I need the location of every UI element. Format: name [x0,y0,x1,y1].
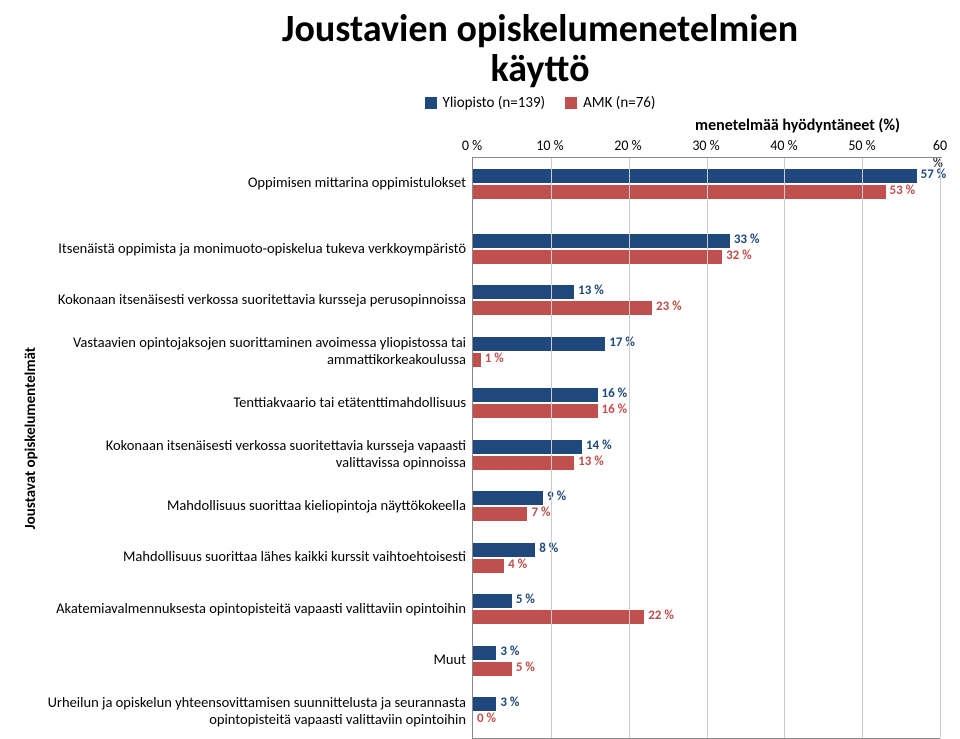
gridline [629,158,630,738]
category-label-text: Oppimisen mittarina oppimistulokset [248,174,466,191]
bar-value-label: 14 % [586,438,612,453]
y-axis-label: Joustavat opiskelumentelmät [20,347,42,529]
bar [473,185,886,199]
category-label-text: Tenttiakvaario tai etätenttimahdollisuus [233,394,466,411]
bar-value-label: 33 % [734,232,760,247]
gridline [784,158,785,738]
bar-value-label: 57 % [921,167,947,182]
category-label: Akatemiavalmennuksesta opintopisteitä va… [42,590,466,626]
bar [473,594,512,608]
bar [473,646,496,660]
bar [473,285,574,299]
gridline [940,158,941,738]
category-label-text: Kokonaan itsenäisesti verkossa suoritett… [42,437,466,470]
bar-value-label: 3 % [500,644,519,659]
legend-swatch [565,97,577,109]
category-label-text: Kokonaan itsenäisesti verkossa suoritett… [58,291,466,308]
bar-value-label: 0 % [477,711,496,726]
bar [473,250,722,264]
legend-label: Yliopisto (n=139) [443,94,546,112]
bar [473,404,598,418]
bar-value-label: 4 % [508,557,527,572]
x-tick-label: 20 % [614,137,641,154]
bar [473,610,644,624]
category-label-text: Mahdollisuus suorittaa kieliopintoja näy… [167,497,466,514]
bar [473,169,917,183]
x-tick-label: 50 % [848,137,875,154]
category-labels: Oppimisen mittarina oppimistulokset Itsen… [42,157,472,737]
legend: Yliopisto (n=139) AMK (n=76) [140,94,940,114]
bar [473,234,730,248]
category-label-text: Muut [434,651,467,668]
category-label: Oppimisen mittarina oppimistulokset [42,165,466,201]
category-label: Urheilun ja opiskelun yhteensovittamisen… [42,693,466,729]
bar-value-label: 7 % [531,505,550,520]
x-ticks: 0 %10 %20 %30 %40 %50 %60 % [472,137,940,157]
bar-value-label: 13 % [578,454,604,469]
bar-value-label: 1 % [485,351,504,366]
category-label-text: Urheilun ja opiskelun yhteensovittamisen… [42,694,466,727]
bar [473,697,496,711]
bar [473,388,598,402]
category-label: Vastaavien opintojaksojen suorittaminen … [42,333,466,369]
category-label: Kokonaan itsenäisesti verkossa suoritett… [42,281,466,317]
x-tick-label: 40 % [770,137,797,154]
x-tick-label: 0 % [462,137,482,154]
x-tick-label: 30 % [692,137,719,154]
bar-value-label: 23 % [656,299,682,314]
bar-value-label: 3 % [500,695,519,710]
category-label: Mahdollisuus suorittaa kieliopintoja näy… [42,487,466,523]
bar [473,456,574,470]
bar-value-label: 53 % [890,183,916,198]
chart-title: Joustavien opiskelumenetelmien käyttö [140,10,940,90]
bar-value-label: 8 % [539,541,558,556]
bar-value-label: 17 % [609,335,635,350]
category-label: Tenttiakvaario tai etätenttimahdollisuus [42,384,466,420]
bar-value-label: 32 % [726,248,752,263]
plot: 57 %53 %33 %32 %13 %23 %17 %1 %16 %16 %1… [472,157,940,739]
x-axis-label: menetelmää hyödyntäneet (%) [20,116,940,135]
gridline [707,158,708,738]
chart-area: Joustavat opiskelumentelmät Oppimisen mi… [20,137,940,739]
bar [473,559,504,573]
legend-item: Yliopisto (n=139) [425,94,546,112]
legend-swatch [425,97,437,109]
bar [473,507,527,521]
bar-value-label: 16 % [602,386,628,401]
legend-label: AMK (n=76) [583,94,655,112]
bar [473,337,605,351]
category-label-text: Itsenäistä oppimista ja monimuoto-opiske… [58,240,466,257]
bar-value-label: 5 % [516,592,535,607]
title-line2: käyttö [490,46,589,92]
bar [473,301,652,315]
bar [473,353,481,367]
category-label: Kokonaan itsenäisesti verkossa suoritett… [42,436,466,472]
category-label-text: Akatemiavalmennuksesta opintopisteitä va… [56,600,466,617]
legend-item: AMK (n=76) [565,94,655,112]
category-label: Muut [42,642,466,678]
bar [473,543,535,557]
category-label-text: Mahdollisuus suorittaa lähes kaikki kurs… [123,548,466,565]
category-label: Itsenäistä oppimista ja monimuoto-opiske… [42,230,466,266]
gridline [551,158,552,738]
bar-value-label: 5 % [516,660,535,675]
x-tick-label: 10 % [536,137,563,154]
bar [473,662,512,676]
gridline [862,158,863,738]
bar [473,491,543,505]
category-label: Mahdollisuus suorittaa lähes kaikki kurs… [42,539,466,575]
bar [473,440,582,454]
bar-value-label: 22 % [648,608,674,623]
category-label-text: Vastaavien opintojaksojen suorittaminen … [42,334,466,367]
bar-value-label: 16 % [602,402,628,417]
bar-value-label: 13 % [578,283,604,298]
